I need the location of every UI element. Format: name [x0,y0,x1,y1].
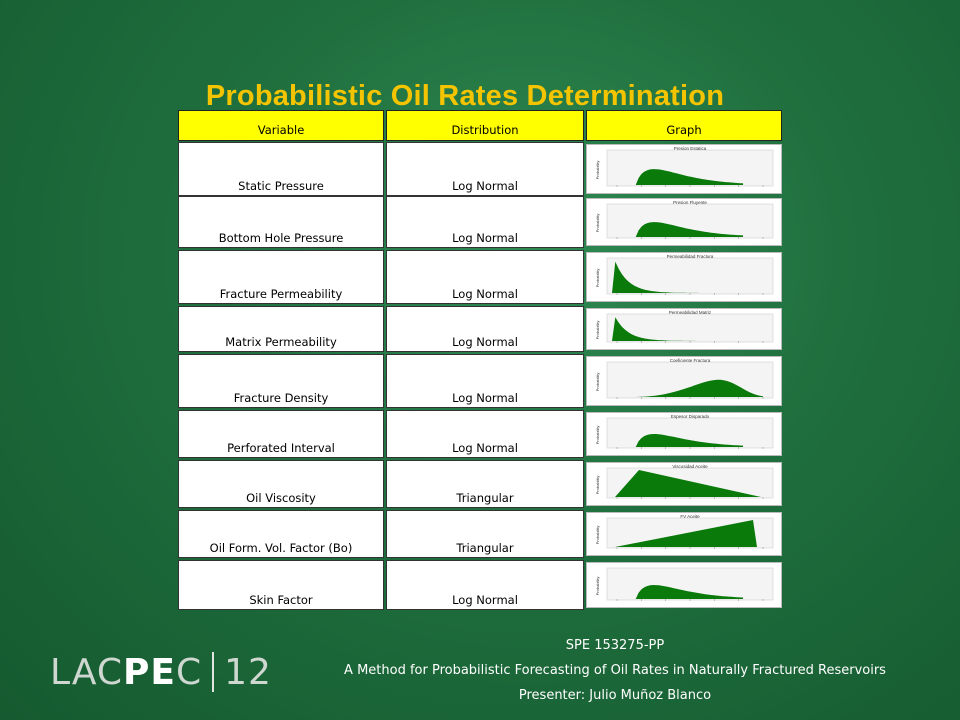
graph-title: Presion Estatica [674,146,707,151]
graph-title: Coeficiente Fractura [670,358,711,363]
distribution-cell: Log Normal [386,196,584,248]
distribution-graph: Permeabilidad Matriz Probability [586,308,782,350]
header-variable: Variable [178,110,384,141]
graph-axis-label: Probability [595,214,600,233]
distribution-shape [627,585,743,599]
graph-axis-label: Probability [595,269,600,288]
distribution-cell: Log Normal [386,306,584,352]
distribution-graph: Permeabilidad Fractura Probability [586,252,782,302]
graph-title: Permeabilidad Fractura [667,254,714,259]
graph-axis-label: Probability [595,526,600,545]
distribution-cell: Log Normal [386,410,584,458]
distribution-table: Variable Distribution Graph Static Press… [178,110,782,610]
distribution-cell: Log Normal [386,560,584,610]
graph-title: Espesor Disparado [671,414,710,419]
footer-paper-title: A Method for Probabilistic Forecasting o… [344,663,886,678]
distribution-graph: FV Aceite Probability [586,512,782,556]
variable-cell: Skin Factor [178,560,384,610]
distribution-graph: Presion Estatica Probability [586,144,782,194]
header-graph: Graph [586,110,782,141]
logo-divider [212,652,215,692]
graph-axis-label: Probability [595,577,600,596]
distribution-shape [627,169,743,185]
distribution-graph: Coeficiente Fractura Probability [586,356,782,406]
variable-cell: Oil Form. Vol. Factor (Bo) [178,510,384,558]
distribution-graph: Viscosidad Aceite Probability [586,462,782,506]
logo-number: 12 [224,651,272,693]
footer-presenter: Presenter: Julio Muñoz Blanco [518,688,712,703]
graph-axis-label: Probability [595,321,600,340]
distribution-shape [612,317,743,341]
distribution-graph: Presion Fluyente Probability [586,198,782,246]
distribution-cell: Log Normal [386,354,584,408]
graph-title: Permeabilidad Matriz [669,310,712,315]
variable-cell: Perforated Interval [178,410,384,458]
lacpec-logo: LAC PE C 12 [50,651,272,693]
variable-cell: Matrix Permeability [178,306,384,352]
distribution-shape [615,520,757,547]
graph-title: Viscosidad Aceite [672,464,708,469]
header-distribution: Distribution [386,110,584,141]
graph-axis-label: Probability [595,426,600,445]
distribution-graph: Espesor Disparado Probability [586,412,782,456]
distribution-cell: Log Normal [386,142,584,196]
distribution-shape [627,222,743,237]
distribution-cell: Triangular [386,510,584,558]
variable-cell: Fracture Density [178,354,384,408]
distribution-cell: Log Normal [386,250,584,304]
logo-text-lac: LAC [50,651,124,693]
graph-axis-label: Probability [595,161,600,180]
variable-cell: Oil Viscosity [178,460,384,508]
distribution-shape [612,261,743,293]
footer-paper-id: SPE 153275-PP [565,638,665,653]
graph-title: FV Aceite [680,514,700,519]
slide-title: Probabilistic Oil Rates Determination [205,80,725,112]
variable-cell: Bottom Hole Pressure [178,196,384,248]
graph-axis-label: Probability [595,476,600,495]
distribution-shape [632,379,763,397]
logo-text-c: C [176,651,203,693]
distribution-shape [627,434,743,447]
distribution-shape [615,470,761,497]
logo-text-pe: PE [123,651,176,693]
variable-cell: Static Pressure [178,142,384,196]
distribution-cell: Triangular [386,460,584,508]
variable-cell: Fracture Permeability [178,250,384,304]
distribution-graph: Probability [586,562,782,608]
graph-title: Presion Fluyente [673,200,707,205]
graph-axis-label: Probability [595,373,600,392]
